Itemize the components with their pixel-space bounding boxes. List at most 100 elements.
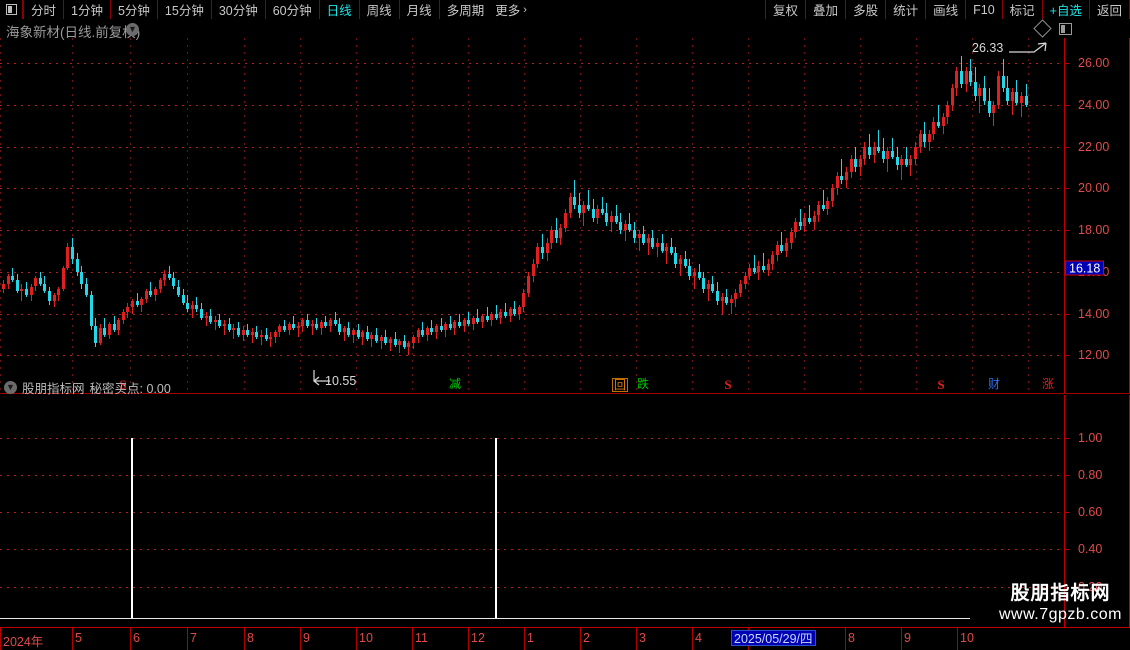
date-axis-tick-label: 2024年 bbox=[3, 635, 44, 649]
price-gridline bbox=[0, 188, 1064, 189]
diamond-icon[interactable] bbox=[1033, 19, 1052, 38]
price-axis-tick bbox=[1064, 355, 1069, 356]
date-axis-separator bbox=[412, 628, 413, 650]
vertical-gridline bbox=[187, 38, 188, 393]
date-axis-separator bbox=[187, 628, 188, 650]
price-axis-tick bbox=[1064, 188, 1069, 189]
price-axis-tick-label: 18.00 bbox=[1078, 223, 1110, 237]
chart-marker: S bbox=[937, 377, 945, 392]
chevron-down-icon[interactable]: ▼ bbox=[126, 23, 139, 36]
vertical-gridline bbox=[860, 38, 861, 393]
period-15min[interactable]: 15分钟 bbox=[158, 0, 212, 19]
app-logo-icon[interactable] bbox=[0, 0, 23, 19]
date-axis-tick-label: 7 bbox=[190, 631, 197, 645]
date-axis-tick-label: 5 bbox=[75, 631, 82, 645]
date-axis: 2024年567891011121234589102025/05/29/四 bbox=[0, 627, 1130, 650]
date-axis-separator bbox=[901, 628, 902, 650]
indicator-signal-spike bbox=[131, 437, 133, 618]
button-tongji[interactable]: 统计 bbox=[886, 0, 927, 19]
chart-marker: 财 bbox=[987, 377, 1001, 391]
price-gridline bbox=[0, 314, 1064, 315]
indicator-axis-tick bbox=[1064, 438, 1069, 439]
period-daily[interactable]: 日线 bbox=[320, 0, 360, 19]
button-biaoji[interactable]: 标记 bbox=[1003, 0, 1043, 19]
period-monthly[interactable]: 月线 bbox=[400, 0, 440, 19]
pane-divider bbox=[0, 393, 1130, 394]
more-button[interactable]: 更多 › bbox=[491, 0, 533, 19]
vertical-gridline bbox=[300, 38, 301, 393]
indicator-axis-tick-label: 0.20 bbox=[1078, 580, 1103, 594]
price-axis-tick-label: 26.00 bbox=[1078, 56, 1110, 70]
period-1min[interactable]: 1分钟 bbox=[64, 0, 111, 19]
indicator-signal-spike bbox=[495, 437, 497, 618]
vertical-gridline bbox=[916, 38, 917, 393]
period-60min[interactable]: 60分钟 bbox=[266, 0, 320, 19]
button-diejia[interactable]: 叠加 bbox=[806, 0, 847, 19]
vertical-gridline bbox=[412, 38, 413, 393]
button-back[interactable]: 返回 bbox=[1090, 0, 1130, 19]
high-price-annotation: 26.33 bbox=[972, 41, 1004, 55]
button-fuquan[interactable]: 复权 bbox=[765, 0, 807, 19]
period-fenshi[interactable]: 分时 bbox=[23, 0, 65, 19]
stock-title-bar: 海象新材(日线.前复权) ▼ bbox=[0, 19, 1130, 40]
date-axis-separator bbox=[300, 628, 301, 650]
vertical-gridline bbox=[972, 38, 973, 393]
vertical-gridline bbox=[580, 38, 581, 393]
period-weekly[interactable]: 周线 bbox=[360, 0, 400, 19]
period-30min[interactable]: 30分钟 bbox=[212, 0, 266, 19]
indicator-pane[interactable]: ▼ 股朋指标网 秘密买点: 0.00 1.00 0.80 0.60 0.40 0.20 bbox=[0, 380, 1130, 630]
price-plot-area[interactable]: 26.33 10.55 S 减 回跌 S S 财 涨 bbox=[0, 38, 1064, 393]
date-axis-tick-label: 2 bbox=[583, 631, 590, 645]
period-5min[interactable]: 5分钟 bbox=[111, 0, 158, 19]
price-axis-tick-label: 22.00 bbox=[1078, 140, 1110, 154]
indicator-header: ▼ 股朋指标网 秘密买点: 0.00 bbox=[0, 379, 171, 396]
price-gridline bbox=[0, 230, 1064, 231]
price-pane[interactable]: 26.33 10.55 S 减 回跌 S S 财 涨 26.00 24.00 22.00 20.00 1… bbox=[0, 38, 1130, 393]
date-axis-separator bbox=[957, 628, 958, 650]
button-duogu[interactable]: 多股 bbox=[846, 0, 887, 19]
current-price-label: 16.18 bbox=[1065, 260, 1105, 276]
more-label: 更多 bbox=[495, 4, 521, 18]
indicator-axis-tick bbox=[1064, 512, 1069, 513]
price-axis-tick bbox=[1064, 314, 1069, 315]
price-gridline bbox=[0, 105, 1064, 106]
vertical-gridline bbox=[636, 38, 637, 393]
price-axis: 26.0024.0022.0020.0018.0016.0014.0012.00… bbox=[1064, 38, 1130, 393]
date-axis-tick-label: 8 bbox=[247, 631, 254, 645]
chart-marker: 跌 bbox=[636, 377, 650, 391]
button-f10[interactable]: F10 bbox=[966, 0, 1003, 19]
date-axis-separator bbox=[244, 628, 245, 650]
button-add-watchlist[interactable]: +自选 bbox=[1043, 0, 1090, 19]
chevron-down-icon[interactable]: ▼ bbox=[4, 380, 17, 394]
date-axis-tick-label: 6 bbox=[133, 631, 140, 645]
button-huaxian[interactable]: 画线 bbox=[926, 0, 967, 19]
indicator-gridline bbox=[0, 475, 1064, 476]
price-gridline bbox=[0, 355, 1064, 356]
indicator-plot-area[interactable] bbox=[0, 395, 1064, 630]
current-date-label: 2025/05/29/四 bbox=[731, 630, 816, 646]
date-axis-tick-label: 10 bbox=[359, 631, 373, 645]
chart-marker: S bbox=[119, 377, 127, 392]
indicator-gridline bbox=[0, 587, 1064, 588]
vertical-gridline bbox=[72, 38, 73, 393]
vertical-gridline bbox=[356, 38, 357, 393]
date-axis-separator bbox=[524, 628, 525, 650]
date-axis-separator bbox=[356, 628, 357, 650]
chart-marker: 减 bbox=[448, 377, 462, 391]
date-axis-separator bbox=[72, 628, 73, 650]
top-toolbar: 分时 1分钟 5分钟 15分钟 30分钟 60分钟 日线 周线 月线 多周期 更… bbox=[0, 0, 1130, 19]
indicator-baseline bbox=[0, 618, 970, 619]
panel-layout-icon[interactable] bbox=[1059, 22, 1072, 35]
price-gridline bbox=[0, 147, 1064, 148]
date-axis-tick-label: 9 bbox=[904, 631, 911, 645]
tool-button-group: 复权 叠加 多股 统计 画线 F10 标记 +自选 返回 bbox=[765, 0, 1130, 19]
title-icon-group bbox=[1033, 19, 1072, 38]
chart-marker: S bbox=[724, 377, 732, 392]
indicator-gridline bbox=[0, 438, 1064, 439]
chart-frame: 26.33 10.55 S 减 回跌 S S 财 涨 26.00 24.00 22.00 20.00 1… bbox=[0, 38, 1130, 650]
date-axis-separator bbox=[636, 628, 637, 650]
low-price-annotation: 10.55 bbox=[325, 374, 357, 388]
period-multi[interactable]: 多周期 bbox=[446, 4, 485, 18]
date-axis-tick-label: 10 bbox=[960, 631, 974, 645]
